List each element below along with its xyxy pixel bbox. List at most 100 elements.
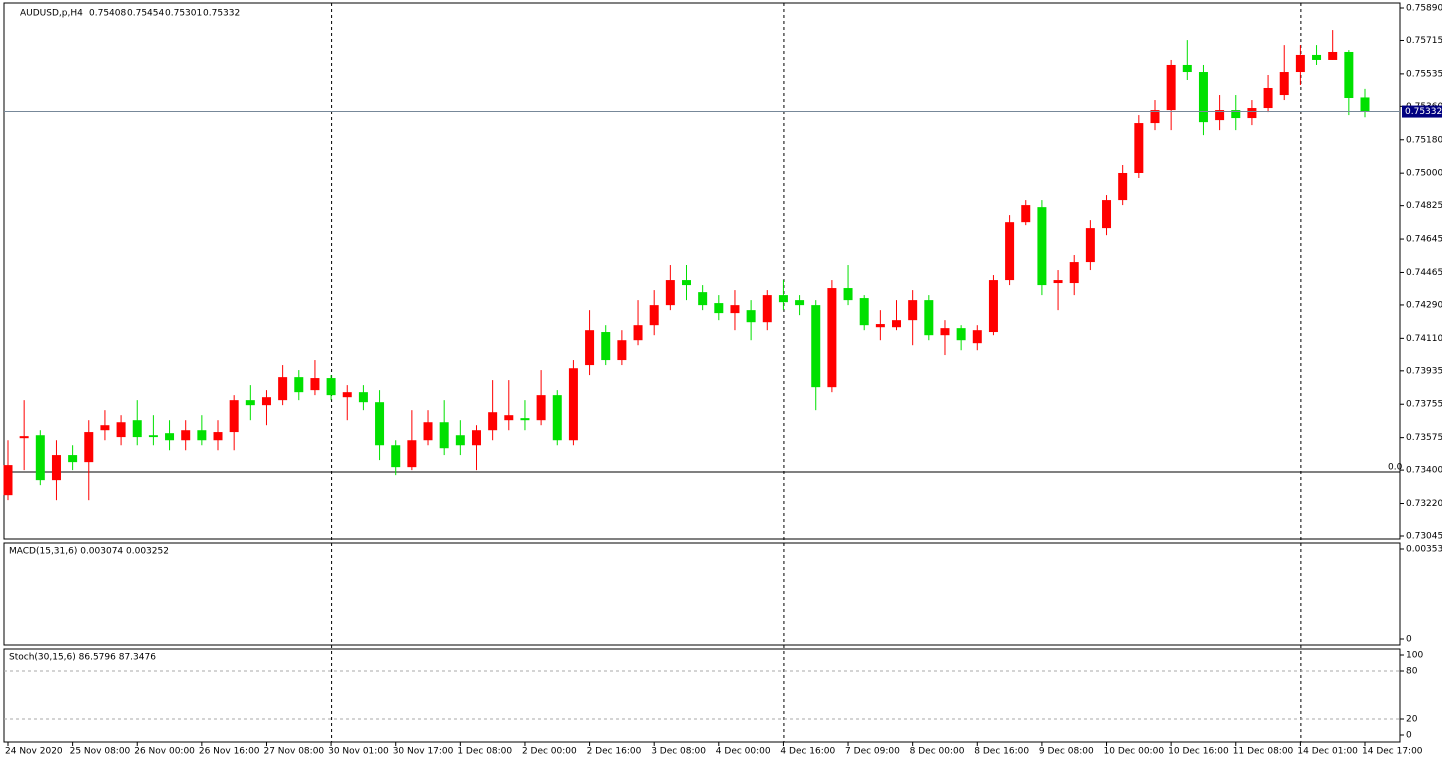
candle-body bbox=[488, 412, 498, 431]
x-tick-label: 30 Nov 01:00 bbox=[328, 747, 389, 757]
macd-tick-label: 0 bbox=[1406, 635, 1412, 645]
candle-body bbox=[617, 340, 627, 361]
candle-body bbox=[1295, 54, 1305, 73]
x-tick-label: 26 Nov 00:00 bbox=[134, 747, 195, 757]
x-tick-label: 14 Dec 17:00 bbox=[1362, 747, 1423, 757]
candle-body bbox=[326, 378, 336, 396]
candle-body bbox=[746, 310, 756, 323]
candle-body bbox=[1360, 97, 1370, 112]
candle-body bbox=[423, 422, 433, 441]
y-tick-label: 0.73575 bbox=[1406, 433, 1442, 443]
y-tick-label: 0.74645 bbox=[1406, 235, 1442, 245]
candle-body bbox=[1344, 51, 1354, 99]
x-tick-label: 1 Dec 08:00 bbox=[457, 747, 512, 757]
last-price-box bbox=[1402, 105, 1442, 118]
candle-body bbox=[843, 288, 853, 301]
candle-body bbox=[956, 328, 966, 341]
candle-body bbox=[1231, 110, 1241, 119]
candle-body bbox=[1021, 205, 1031, 223]
y-tick-label: 0.73935 bbox=[1406, 366, 1442, 376]
candle-body bbox=[714, 303, 724, 314]
candle-body bbox=[892, 320, 902, 328]
y-tick-label: 0.75000 bbox=[1406, 169, 1442, 179]
candle-body bbox=[940, 328, 950, 336]
candle-body bbox=[213, 432, 223, 441]
candle-body bbox=[811, 305, 821, 388]
candle-body bbox=[342, 392, 352, 398]
candle-body bbox=[116, 422, 126, 438]
candle-body bbox=[1247, 108, 1257, 119]
candle-body bbox=[1005, 222, 1015, 281]
stoch-label: Stoch(30,15,6) 86.5796 87.3476 bbox=[9, 653, 156, 663]
candle-body bbox=[1134, 123, 1144, 173]
y-tick-label: 0.73755 bbox=[1406, 400, 1442, 410]
x-tick-label: 25 Nov 08:00 bbox=[70, 747, 131, 757]
candle-body bbox=[68, 455, 78, 463]
candle-body bbox=[875, 324, 885, 328]
header-open: 0.75408 bbox=[89, 9, 126, 19]
candle-body bbox=[84, 432, 94, 463]
candle-body bbox=[245, 400, 255, 406]
candle-body bbox=[100, 425, 110, 431]
candle-body bbox=[439, 422, 449, 449]
y-tick-label: 0.74110 bbox=[1406, 334, 1442, 344]
candle-body bbox=[601, 332, 611, 361]
candle-body bbox=[762, 295, 772, 323]
y-tick-label: 0.73045 bbox=[1406, 532, 1442, 542]
candle-body bbox=[407, 440, 417, 468]
candle-body bbox=[35, 435, 45, 481]
x-tick-label: 2 Dec 16:00 bbox=[587, 747, 642, 757]
candle-body bbox=[278, 377, 288, 401]
candle-body bbox=[778, 295, 788, 303]
candle-body bbox=[1069, 262, 1079, 284]
stoch-tick-label: 80 bbox=[1406, 667, 1418, 677]
y-tick-label: 0.74825 bbox=[1406, 201, 1442, 211]
candle-body bbox=[649, 305, 659, 326]
candle-body bbox=[682, 280, 691, 286]
y-tick-label: 0.75180 bbox=[1406, 135, 1442, 145]
chart-title: AUDUSD,p,H4 bbox=[20, 9, 83, 19]
candle-body bbox=[795, 300, 805, 306]
candle-body bbox=[132, 420, 142, 438]
candle-body bbox=[1166, 64, 1176, 111]
volume-scale: 0.0 bbox=[1388, 463, 1403, 473]
candle-body bbox=[391, 445, 401, 468]
x-tick-label: 10 Dec 00:00 bbox=[1104, 747, 1165, 757]
candle-body bbox=[585, 330, 595, 366]
stoch-tick-label: 20 bbox=[1406, 715, 1418, 725]
macd-label: MACD(15,31,6) 0.003074 0.003252 bbox=[9, 547, 169, 557]
x-tick-label: 3 Dec 08:00 bbox=[651, 747, 706, 757]
candle-body bbox=[633, 325, 643, 341]
x-tick-label: 4 Dec 00:00 bbox=[716, 747, 771, 757]
candle-body bbox=[972, 330, 982, 344]
candle-body bbox=[197, 430, 207, 441]
stoch-tick-label: 100 bbox=[1406, 651, 1423, 661]
candle-body bbox=[1215, 110, 1225, 121]
candle-body bbox=[471, 430, 481, 446]
x-tick-label: 2 Dec 00:00 bbox=[522, 747, 577, 757]
x-tick-label: 4 Dec 16:00 bbox=[780, 747, 835, 757]
candle-body bbox=[1037, 207, 1047, 286]
x-tick-label: 9 Dec 08:00 bbox=[1039, 747, 1094, 757]
candle-body bbox=[1085, 228, 1095, 263]
candle-body bbox=[665, 280, 675, 306]
candle-body bbox=[261, 397, 271, 406]
x-tick-label: 10 Dec 16:00 bbox=[1168, 747, 1229, 757]
price-frame bbox=[3, 2, 1401, 540]
x-tick-label: 11 Dec 08:00 bbox=[1233, 747, 1294, 757]
y-tick-label: 0.75890 bbox=[1406, 4, 1442, 14]
y-tick-label: 0.73220 bbox=[1406, 499, 1442, 509]
x-tick-label: 8 Dec 16:00 bbox=[974, 747, 1029, 757]
candle-body bbox=[1312, 54, 1322, 60]
candle-body bbox=[568, 368, 578, 441]
candle-body bbox=[908, 300, 918, 321]
candle-body bbox=[1118, 172, 1128, 201]
y-tick-label: 0.73400 bbox=[1406, 466, 1442, 476]
candle-body bbox=[1279, 72, 1289, 96]
candle-body bbox=[1053, 280, 1063, 284]
y-tick-label: 0.74290 bbox=[1406, 300, 1442, 310]
y-tick-label: 0.75715 bbox=[1406, 36, 1442, 46]
candle-body bbox=[988, 280, 998, 333]
x-tick-label: 14 Dec 01:00 bbox=[1297, 747, 1358, 757]
